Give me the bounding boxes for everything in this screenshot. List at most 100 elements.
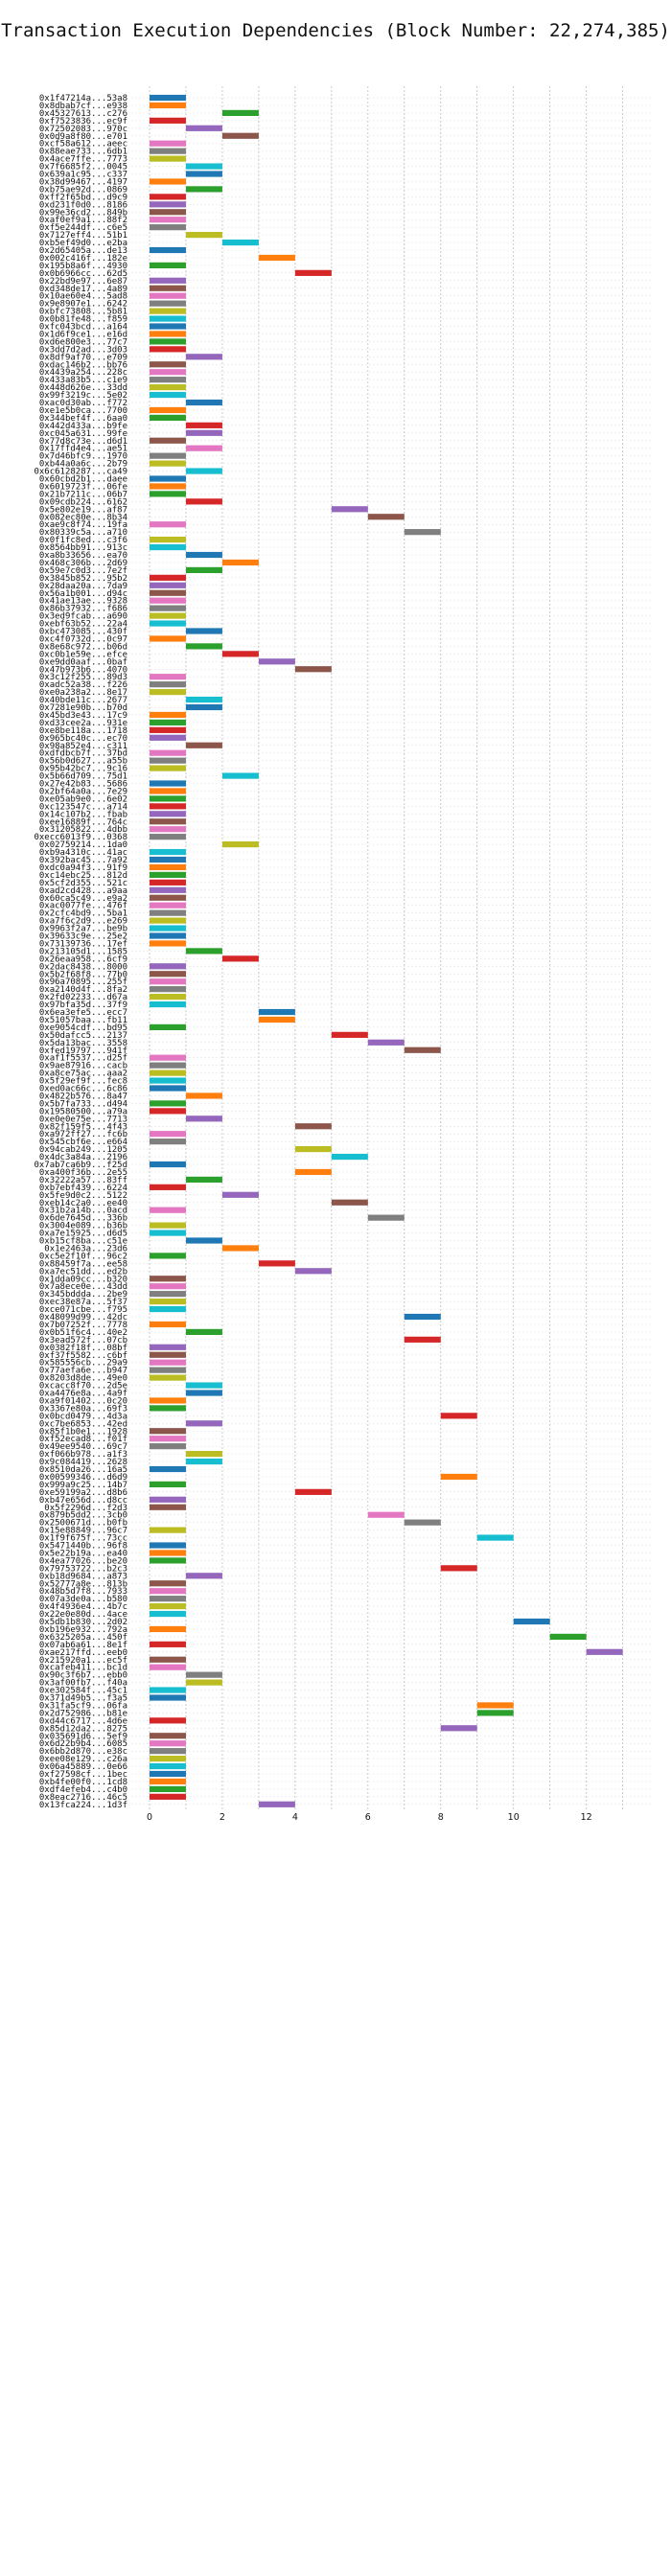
tx-bar [185,1671,222,1678]
tx-hash-label: 0xdc0a94f3...91f9 [39,863,127,873]
tx-bar [185,1328,222,1335]
tx-hash-label: 0x1dda09cc...b320 [39,1275,127,1284]
tx-hash-label: 0xac0d30ab...f772 [39,399,127,408]
tx-hash-label: 0xe1e5b0ca...7700 [39,406,127,416]
tx-hash-label: 0x99e36cd2...849b [39,208,127,218]
tx-bar [149,285,186,291]
tx-hash-label: 0x7127eff4...51b1 [39,231,127,241]
tx-hash-label: 0xff2f65bd...d9c9 [39,193,127,202]
tx-hash-label: 0x0d9a8f80...e701 [39,132,127,142]
tx-hash-label: 0xb75ae92d...0869 [39,185,127,195]
tx-hash-label: 0x468c306b...2d69 [39,559,127,568]
tx-hash-label: 0xc123547c...a714 [39,802,127,812]
tx-bar [185,1679,222,1686]
tx-bar [149,1625,186,1633]
tx-bar [149,749,186,756]
tx-bar [149,1230,186,1236]
tx-bar [149,491,186,497]
tx-bar [221,109,259,116]
tx-bar [185,742,222,748]
tx-hash-label: 0x4822b576...8a47 [39,1092,127,1101]
tx-hash-label: 0xeb14c2a0...ee40 [39,1199,127,1208]
tx-bar [149,1138,186,1145]
tx-bar [149,1070,186,1076]
tx-hash-label: 0xe302584f...45c1 [39,1687,127,1696]
tx-bar [149,1557,186,1564]
tx-bar [185,1420,222,1427]
tx-bar [367,514,405,520]
tx-hash-label: 0xbc473085...430f [39,628,127,637]
tx-hash-label: 0xe0e0e75e...7713 [39,1115,127,1124]
tx-bar [185,643,222,650]
tx-hash-label: 0x3004e089...b36b [39,1222,127,1231]
tx-hash-label: 0x1f9f675f...73cc [39,1534,127,1544]
tx-hash-label: 0xc7be6853...42ed [39,1419,127,1429]
tx-hash-label: 0xadc52a38...f226 [39,680,127,690]
tx-hash-label: 0x32222a57...83ff [39,1176,127,1185]
tx-bar [149,986,186,993]
tx-hash-label: 0xa9f01402...0c20 [39,1396,127,1406]
tx-bar [149,117,186,124]
tx-hash-label: 0x38d99467...4197 [39,177,127,187]
tx-hash-label: 0x0382f18f...08bf [39,1344,127,1353]
tx-hash-label: 0x6de7645d...336b [39,1214,127,1224]
x-tick-label: 2 [220,1812,225,1823]
tx-hash-label: 0x2d752986...b81e [39,1709,127,1718]
tx-bar [149,437,186,444]
tx-hash-label: 0x8203d8de...49e0 [39,1374,127,1384]
tx-hash-label: 0xa400f36b...2e55 [39,1168,127,1178]
tx-bar [149,1550,186,1556]
tx-hash-label: 0xb18d9684...a873 [39,1572,127,1581]
tx-bar [149,811,186,817]
tx-bar [149,894,186,901]
tx-hash-label: 0x77d8c73e...d6d1 [39,437,127,447]
tx-hash-label: 0x22bd9e97...6e87 [39,277,127,287]
tx-hash-label: 0x88eae733...6db1 [39,148,127,157]
tx-hash-label: 0x6c6128287...ca49 [34,468,127,477]
tx-bar [149,795,186,802]
tx-hash-label: 0x6ea3efe5...ecc7 [39,1008,127,1018]
tx-bar [149,1054,186,1061]
tx-bar [404,1519,441,1526]
y-axis-labels: 0x1f47214a...53a80x8dbab7cf...e9380x4532… [34,94,127,1810]
tx-bar [149,1397,186,1404]
tx-bar [185,422,222,428]
tx-bar [367,1039,405,1046]
tx-hash-label: 0x51057baa...fb11 [39,1016,127,1025]
tx-bar [149,612,186,619]
tx-bar [149,689,186,696]
tx-hash-label: 0xb44a0a6c...2b79 [39,460,127,470]
tx-hash-label: 0x00599346...d6d9 [39,1473,127,1483]
tx-bar [149,1283,186,1290]
tx-bar [149,994,186,1000]
tx-hash-label: 0xd348de17...4a89 [39,285,127,294]
tx-bar [149,863,186,871]
tx-hash-label: 0x3367e80a...69f3 [39,1404,127,1414]
tx-bar [149,246,186,254]
tx-hash-label: 0x5f29ef9f...fec8 [39,1077,127,1087]
tx-bar [258,1260,295,1267]
tx-hash-label: 0x002c416f...182e [39,254,127,264]
tx-bar [149,803,186,810]
tx-hash-label: 0x52777a8e...813b [39,1579,127,1589]
tx-bar [149,886,186,893]
tx-hash-label: 0xa7ec51dd...ed2b [39,1267,127,1276]
tx-bar [149,537,186,543]
tx-hash-label: 0x94cab249...1205 [39,1145,127,1155]
tx-bar [185,1451,222,1458]
tx-hash-label: 0x371d49b5...f3a5 [39,1694,127,1704]
tx-bar [149,1062,186,1069]
tx-bar [221,1245,259,1252]
tx-bar [294,1168,332,1176]
tx-hash-label: 0x0f1fc8ed...c3f6 [39,536,127,545]
grid-layer [131,86,652,1810]
tx-hash-label: 0x8df9af70...e709 [39,353,127,362]
tx-bar [476,1710,514,1716]
tx-bar [149,1641,186,1647]
tx-bar [149,917,186,924]
tx-hash-label: 0x5471440b...96f8 [39,1542,127,1552]
tx-hash-label: 0x31205822...4dbb [39,825,127,835]
tx-bar [149,1748,186,1755]
tx-hash-label: 0x448d626e...33dd [39,383,127,393]
tx-bar [149,1580,186,1587]
